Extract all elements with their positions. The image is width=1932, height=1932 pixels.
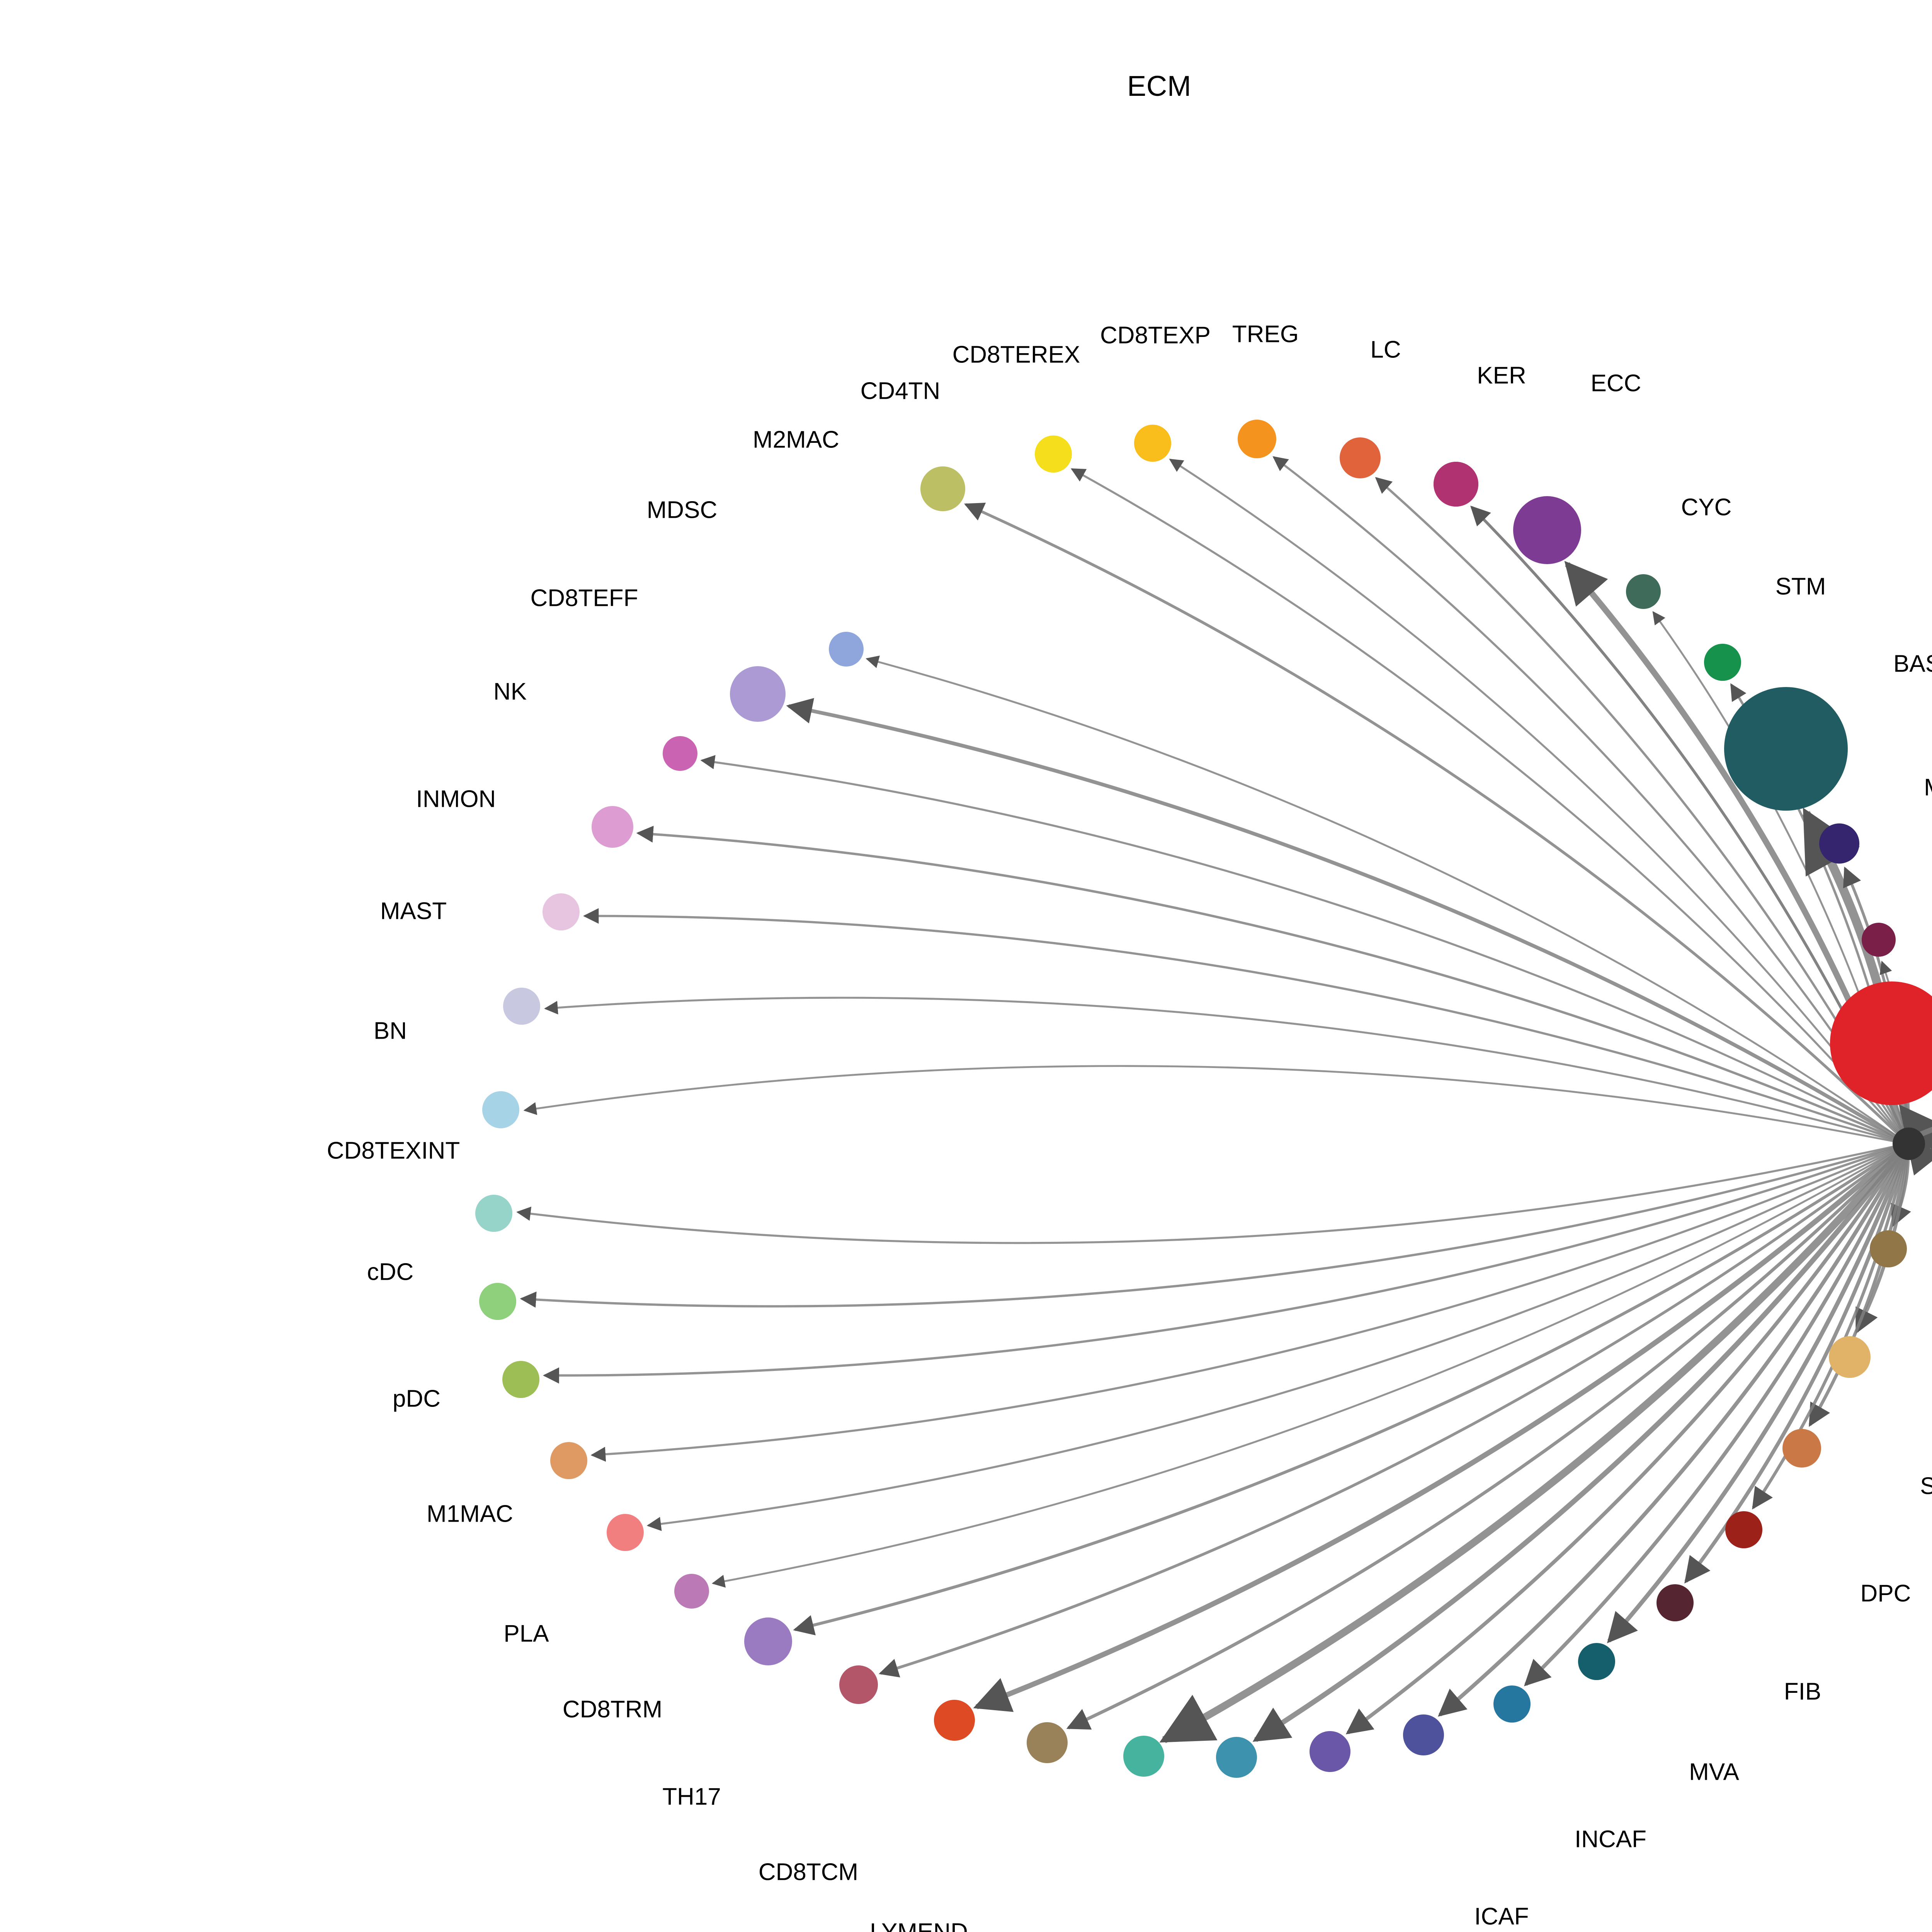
node-ker[interactable] xyxy=(1434,462,1478,507)
edge-ecm-to-m1mac xyxy=(590,1143,1906,1462)
edge-ecm-to-cd8terex xyxy=(1169,459,1907,1142)
node-bn[interactable] xyxy=(482,1091,519,1128)
node-peri[interactable] xyxy=(1123,1736,1164,1777)
edge-ecm-to-peri xyxy=(1159,1143,1909,1743)
edge-ecm-to-cd8tcm xyxy=(879,1144,1907,1678)
edge-ecm-to-incaf xyxy=(1524,1145,1909,1687)
edge-ecm-to-pdc xyxy=(543,1143,1906,1384)
node-m1mac[interactable] xyxy=(550,1442,587,1479)
edge-ecm-to-nk xyxy=(636,826,1906,1144)
node-msc-pva[interactable] xyxy=(1829,1336,1871,1378)
node-cd8tcm[interactable] xyxy=(839,1665,878,1704)
node-cd4tn[interactable] xyxy=(1035,435,1072,473)
node-myofib[interactable] xyxy=(1027,1722,1068,1763)
node-nk[interactable] xyxy=(592,806,633,848)
node-lymend[interactable] xyxy=(934,1700,975,1741)
node-smc[interactable] xyxy=(1782,1429,1821,1468)
node-mast[interactable] xyxy=(503,988,540,1025)
node-cd8trm[interactable] xyxy=(674,1574,709,1609)
node-fib[interactable] xyxy=(1656,1584,1694,1621)
node-adipo[interactable] xyxy=(1870,1230,1907,1267)
edge-ecm-to-cd8teff xyxy=(700,755,1906,1144)
node-cd8terex[interactable] xyxy=(1134,425,1171,462)
node-mva[interactable] xyxy=(1578,1643,1615,1680)
edge-ecm-to-mast xyxy=(544,997,1906,1145)
node-cd8texp[interactable] xyxy=(1238,420,1276,458)
node-icaf[interactable] xyxy=(1403,1714,1444,1755)
edge-ecm-to-lymend xyxy=(973,1143,1908,1712)
edge-ecm-to-th17 xyxy=(793,1144,1907,1636)
edge-ecm-to-pla xyxy=(646,1144,1906,1531)
node-m2mac[interactable] xyxy=(920,466,965,511)
node-mdsc[interactable] xyxy=(730,666,786,722)
node-pla[interactable] xyxy=(607,1514,644,1551)
node-bas[interactable] xyxy=(1724,687,1848,811)
edge-ecm-to-msc.mva xyxy=(1252,1144,1909,1742)
node-msc-mva[interactable] xyxy=(1216,1737,1257,1778)
node-pil[interactable] xyxy=(1830,981,1932,1105)
edge-ecm-to-dpc xyxy=(1752,1146,1909,1510)
node-dif[interactable] xyxy=(1862,923,1896,957)
edge-ecm-to-mdsc xyxy=(786,698,1907,1145)
edge-ecm-to-cd8texp xyxy=(1272,456,1908,1142)
node-ecc[interactable] xyxy=(1513,496,1581,564)
edge-ecm-to-mva xyxy=(1607,1146,1909,1643)
node-stm[interactable] xyxy=(1704,644,1741,681)
edge-ecm-to-cd8texint xyxy=(516,1143,1906,1244)
node-cdc[interactable] xyxy=(479,1283,516,1320)
node-cd8teff[interactable] xyxy=(663,736,697,771)
edge-ecm-to-pva xyxy=(1345,1145,1908,1735)
node-inmon[interactable] xyxy=(543,893,580,930)
edge-ecm-to-icaf xyxy=(1438,1145,1909,1717)
nodes-layer xyxy=(475,420,1932,1778)
edge-ecm-to-cd4tn xyxy=(1071,468,1907,1143)
node-dpc[interactable] xyxy=(1725,1511,1762,1548)
node-cd8texint[interactable] xyxy=(475,1195,512,1232)
node-pva[interactable] xyxy=(1310,1731,1350,1772)
node-incaf[interactable] xyxy=(1493,1685,1531,1723)
edge-ecm-to-m2mac xyxy=(964,503,1907,1143)
edge-ecm-to-bn xyxy=(523,1065,1906,1145)
node-ecm-hub[interactable] xyxy=(1893,1128,1925,1160)
node-cd8teff2[interactable] xyxy=(829,632,864,667)
page-title: ECM xyxy=(1127,70,1191,102)
edge-ecm-to-cdc xyxy=(520,1143,1906,1308)
node-treg[interactable] xyxy=(1340,437,1381,478)
edge-ecm-to-cd8trm xyxy=(712,1144,1906,1588)
node-pdc[interactable] xyxy=(502,1361,539,1398)
node-th17[interactable] xyxy=(744,1617,792,1665)
edge-ecm-to-smc xyxy=(1808,1146,1910,1427)
edge-ecm-to-inmon xyxy=(583,908,1906,1145)
edge-ecm-to-cd8teff2 xyxy=(866,655,1906,1143)
edge-ecm-to-myofib xyxy=(1066,1144,1908,1730)
node-men[interactable] xyxy=(1819,823,1859,864)
node-cyc[interactable] xyxy=(1626,574,1661,609)
